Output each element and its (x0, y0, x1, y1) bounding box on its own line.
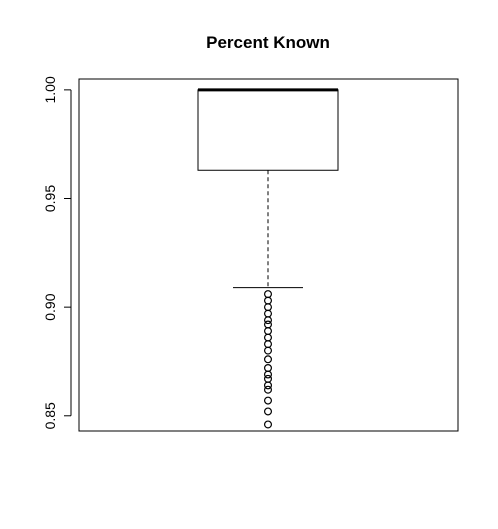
y-axis: 0.85 0.90 0.95 1.00 (42, 76, 72, 429)
y-tick-label: 0.90 (42, 293, 58, 320)
outlier-points (264, 290, 273, 429)
outlier-point (264, 385, 273, 394)
outlier-point (264, 381, 273, 390)
outlier-point (264, 374, 273, 383)
y-tick-label: 0.95 (42, 185, 58, 212)
outlier-point (264, 407, 273, 416)
y-tick-label: 0.85 (42, 402, 58, 429)
outlier-point (264, 346, 273, 355)
outlier-point (264, 296, 273, 305)
iqr-box (197, 89, 339, 171)
outlier-point (264, 396, 273, 405)
chart-title: Percent Known (206, 33, 330, 52)
outlier-point (264, 340, 273, 349)
box-plot (197, 88, 339, 289)
outlier-point (264, 316, 273, 325)
outlier-point (264, 320, 273, 329)
outlier-point (264, 327, 273, 336)
y-tick-label: 1.00 (42, 76, 58, 103)
outlier-point (264, 370, 273, 379)
outlier-point (264, 303, 273, 312)
plot-frame (78, 78, 459, 432)
outlier-point (264, 333, 273, 342)
outlier-point (264, 290, 273, 299)
outlier-point (264, 363, 273, 372)
outlier-point (264, 355, 273, 364)
outlier-point (264, 309, 273, 318)
outlier-point (264, 420, 273, 429)
